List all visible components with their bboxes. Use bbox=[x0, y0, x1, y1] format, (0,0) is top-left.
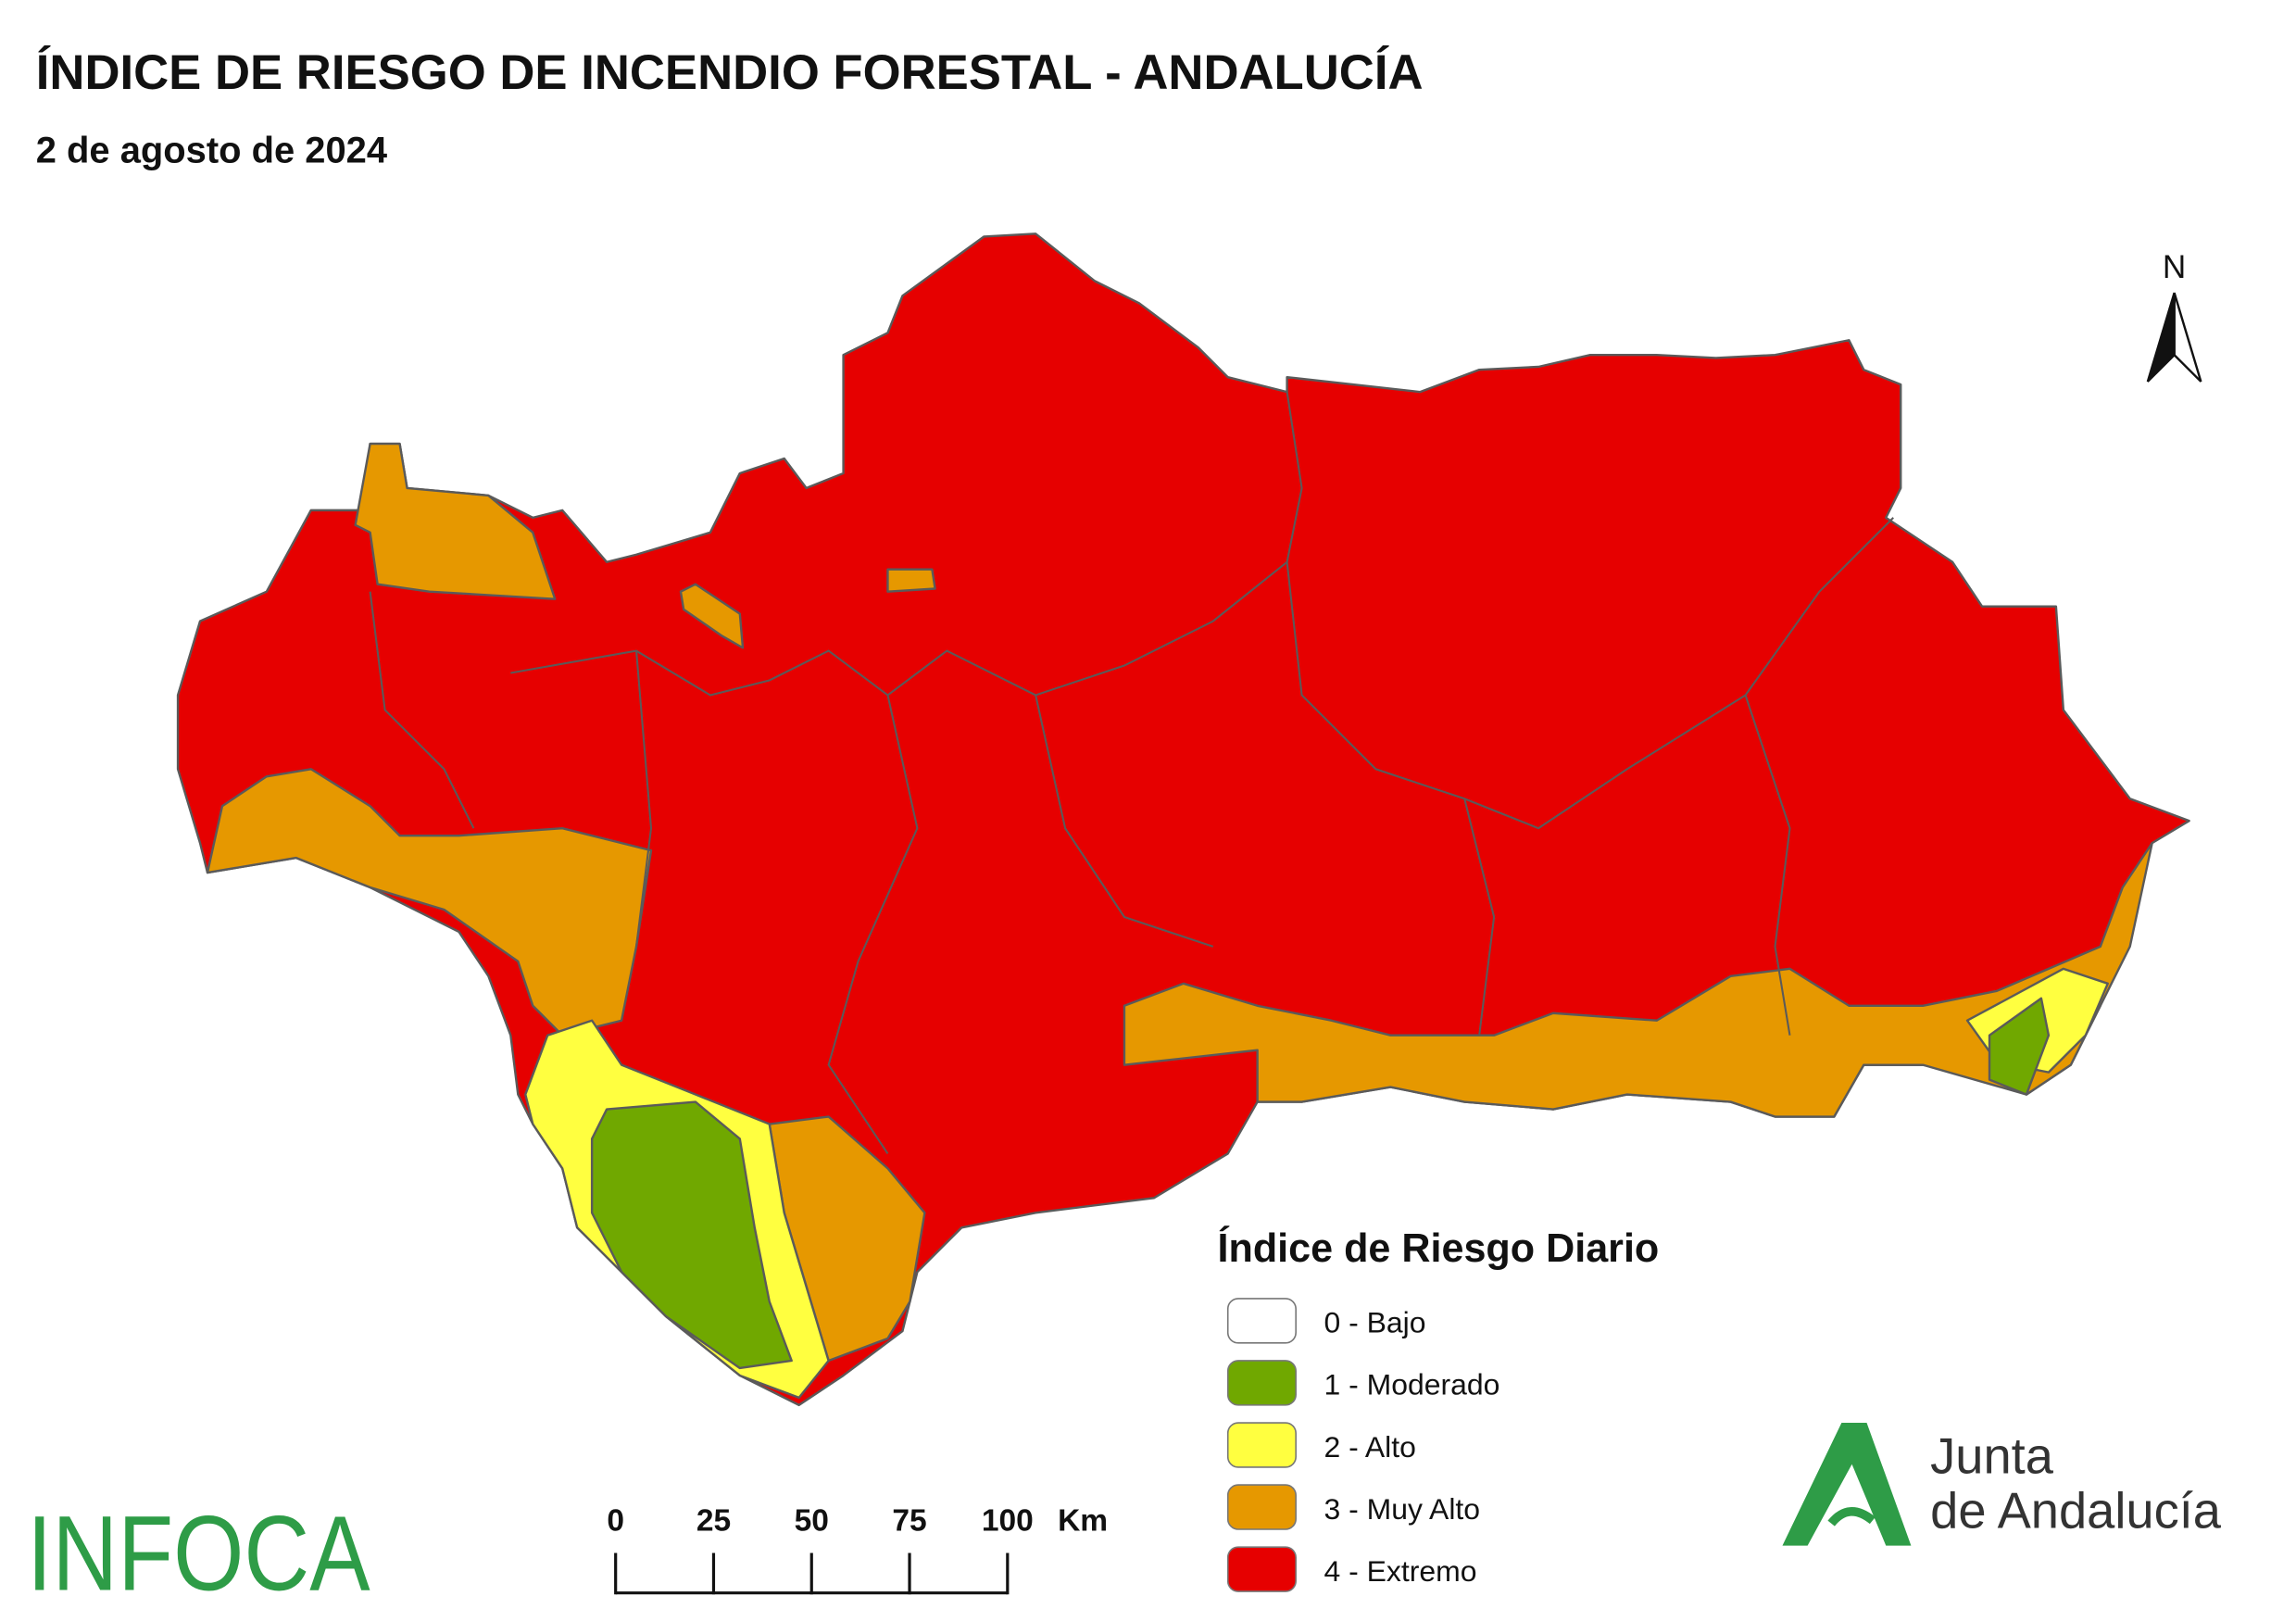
north-arrow-left bbox=[2146, 292, 2176, 383]
legend-label: 2 - Alto bbox=[1324, 1430, 1416, 1464]
scale-tick-label: 50 bbox=[795, 1504, 829, 1539]
map-subtitle: 2 de agosto de 2024 bbox=[36, 131, 387, 171]
legend-label: 1 - Moderado bbox=[1324, 1368, 1500, 1401]
legend-title: Índice de Riesgo Diario bbox=[1218, 1226, 1660, 1271]
risk-map bbox=[176, 232, 2190, 1407]
region-moderate bbox=[1988, 997, 2051, 1096]
north-arrow: N bbox=[2146, 249, 2202, 383]
scale-bar: Km 0 25 50 75 100 bbox=[607, 1504, 1108, 1595]
scale-tick-label: 100 bbox=[982, 1504, 1034, 1539]
legend-swatch bbox=[1226, 1484, 1297, 1530]
region-very-high bbox=[1123, 841, 2153, 1118]
scale-tick-label: 0 bbox=[607, 1504, 624, 1539]
junta-logo-arc bbox=[1827, 1507, 1876, 1527]
region-very-high bbox=[354, 442, 557, 600]
legend: Índice de Riesgo Diario 0 - Bajo 1 - Mode… bbox=[1218, 1226, 1660, 1592]
scale-tick-label: 25 bbox=[696, 1504, 731, 1539]
infoca-logo: INFOCA bbox=[27, 1494, 370, 1613]
map-title: ÍNDICE DE RIESGO DE INCENDIO FORESTAL - … bbox=[36, 45, 1424, 100]
scale-tick-label: 75 bbox=[892, 1504, 926, 1539]
province-borders bbox=[369, 391, 1894, 1155]
region-moderate bbox=[590, 1100, 793, 1370]
region-very-high bbox=[679, 583, 745, 649]
legend-swatch bbox=[1226, 1298, 1297, 1344]
legend-label: 4 - Extremo bbox=[1324, 1554, 1477, 1588]
north-label: N bbox=[2163, 249, 2186, 285]
junta-logo-text: Junta bbox=[1930, 1427, 2054, 1484]
legend-label: 0 - Bajo bbox=[1324, 1306, 1426, 1339]
legend-swatch bbox=[1226, 1422, 1297, 1468]
legend-swatch bbox=[1226, 1360, 1297, 1406]
region-very-high bbox=[886, 568, 936, 593]
legend-swatch bbox=[1226, 1546, 1297, 1592]
junta-logo-text: de Andalucía bbox=[1930, 1482, 2222, 1539]
junta-logo: Junta de Andalucía bbox=[1782, 1423, 2222, 1546]
legend-label: 3 - Muy Alto bbox=[1324, 1492, 1481, 1526]
scale-unit: Km bbox=[1058, 1504, 1108, 1539]
region-very-high bbox=[206, 768, 653, 1037]
junta-logo-mark bbox=[1782, 1423, 1912, 1546]
